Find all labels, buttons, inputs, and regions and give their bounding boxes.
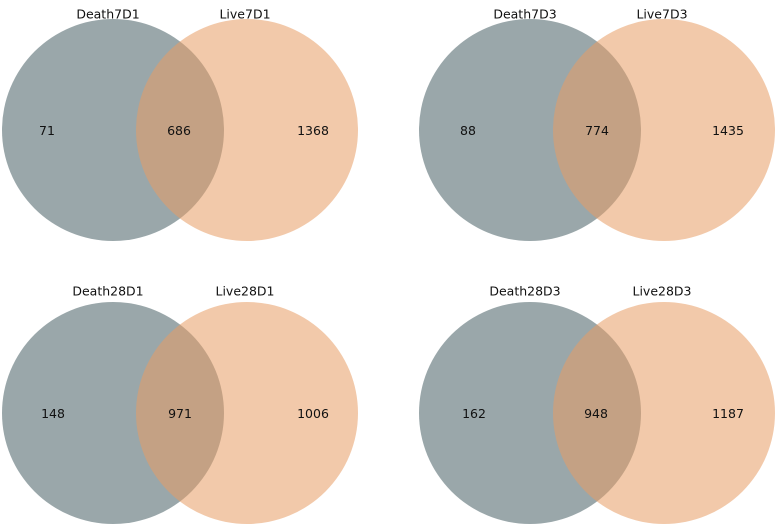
only-b-count: 1368	[297, 123, 329, 138]
set-b-circle	[136, 19, 358, 241]
set-b-label: Live28D3	[632, 284, 691, 299]
set-a-label: Death7D1	[76, 7, 139, 22]
set-b-circle	[553, 302, 775, 524]
only-a-count: 71	[39, 123, 55, 138]
only-a-count: 88	[460, 123, 476, 138]
set-b-label: Live28D1	[215, 284, 274, 299]
only-a-count: 148	[41, 406, 65, 421]
intersection-count: 774	[585, 123, 609, 138]
intersection-count: 971	[168, 406, 192, 421]
set-b-label: Live7D3	[636, 7, 687, 22]
set-a-label: Death7D3	[493, 7, 556, 22]
set-a-label: Death28D1	[72, 284, 143, 299]
set-b-label: Live7D1	[219, 7, 270, 22]
only-b-count: 1187	[712, 406, 744, 421]
set-b-circle	[136, 302, 358, 524]
set-b-circle	[553, 19, 775, 241]
venn-panel: Death7D3 Live7D3 88 774 1435	[419, 7, 775, 241]
set-a-label: Death28D3	[489, 284, 560, 299]
intersection-count: 686	[167, 123, 191, 138]
only-b-count: 1006	[297, 406, 329, 421]
venn-panel: Death7D1 Live7D1 71 686 1368	[2, 7, 358, 241]
only-a-count: 162	[462, 406, 486, 421]
only-b-count: 1435	[712, 123, 744, 138]
venn-panel: Death28D1 Live28D1 148 971 1006	[2, 284, 358, 524]
venn-panel: Death28D3 Live28D3 162 948 1187	[419, 284, 775, 524]
intersection-count: 948	[584, 406, 608, 421]
